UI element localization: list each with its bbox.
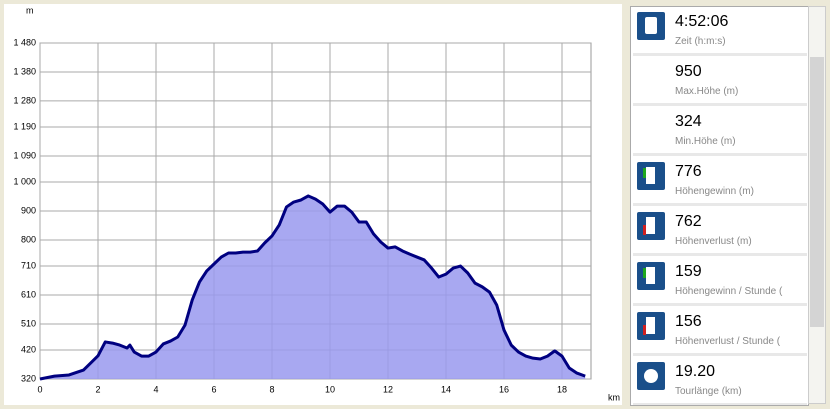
stat-label: Höhengewinn / Stunde ( [675,286,783,297]
x-tick-label: 2 [95,384,100,394]
stat-icon [637,262,665,290]
stats-panel: 4:52:06 Zeit (h:m:s) 950 Max.Höhe (m) 324 Min… [630,6,809,406]
y-tick-label: 420 [21,344,36,354]
x-tick-label: 6 [211,384,216,394]
stat-icon [637,362,665,390]
y-tick-label: 320 [21,373,36,383]
stat-label: Max.Höhe (m) [675,86,739,97]
stat-card: 324 Min.Höhe (m) [633,107,807,156]
x-tick-label: 0 [37,384,42,394]
stat-card: 776 Höhengewinn (m) [633,157,807,206]
y-tick-label: 1 090 [13,150,36,160]
x-tick-label: 12 [383,384,393,394]
stat-card: 4:52:06 Zeit (h:m:s) [633,7,807,56]
y-tick-label: 610 [21,289,36,299]
y-tick-label: 710 [21,260,36,270]
scroll-thumb[interactable] [810,57,824,327]
y-tick-label: 510 [21,318,36,328]
stat-icon [637,312,665,340]
y-tick-label: 800 [21,234,36,244]
y-tick-label: 900 [21,205,36,215]
stat-label: Zeit (h:m:s) [675,36,726,47]
x-tick-label: 10 [325,384,335,394]
stat-value: 950 [675,63,702,80]
x-tick-label: 18 [557,384,567,394]
y-tick-label: 1 190 [13,121,36,131]
stat-value: 4:52:06 [675,13,729,30]
scrollbar[interactable] [808,6,826,404]
stat-label: Tourlänge (km) [675,386,742,397]
x-tick-label: 16 [499,384,509,394]
y-tick-label: 1 000 [13,176,36,186]
stat-label: Höhengewinn (m) [675,186,754,197]
y-tick-label: 1 480 [13,37,36,47]
stat-label: Höhenverlust (m) [675,236,752,247]
stat-label: Min.Höhe (m) [675,136,736,147]
x-tick-label: 8 [269,384,274,394]
stat-value: 159 [675,263,702,280]
x-tick-label: 4 [153,384,158,394]
stat-value: 19.20 [675,363,716,380]
stat-icon [637,212,665,240]
stat-card: 156 Höhenverlust / Stunde ( [633,307,807,356]
stat-value: 324 [675,113,702,130]
stat-card: 159 Höhengewinn / Stunde ( [633,257,807,306]
stat-value: 156 [675,313,702,330]
stat-label: Höhenverlust / Stunde ( [675,336,781,347]
stat-card: 762 Höhenverlust (m) [633,207,807,256]
line [39,194,586,381]
y-tick-label: 1 380 [13,66,36,76]
y-tick-label: 1 280 [13,95,36,105]
stat-icon [637,162,665,190]
stat-value: 762 [675,213,702,230]
x-unit: km [608,392,620,402]
stat-value: 776 [675,163,702,180]
stat-card: 950 Max.Höhe (m) [633,57,807,106]
area [40,195,586,379]
stat-card: 19.20 Tourlänge (km) [633,357,807,405]
x-tick-label: 14 [441,384,451,394]
y-unit: m [26,5,34,15]
stat-icon [637,12,665,40]
